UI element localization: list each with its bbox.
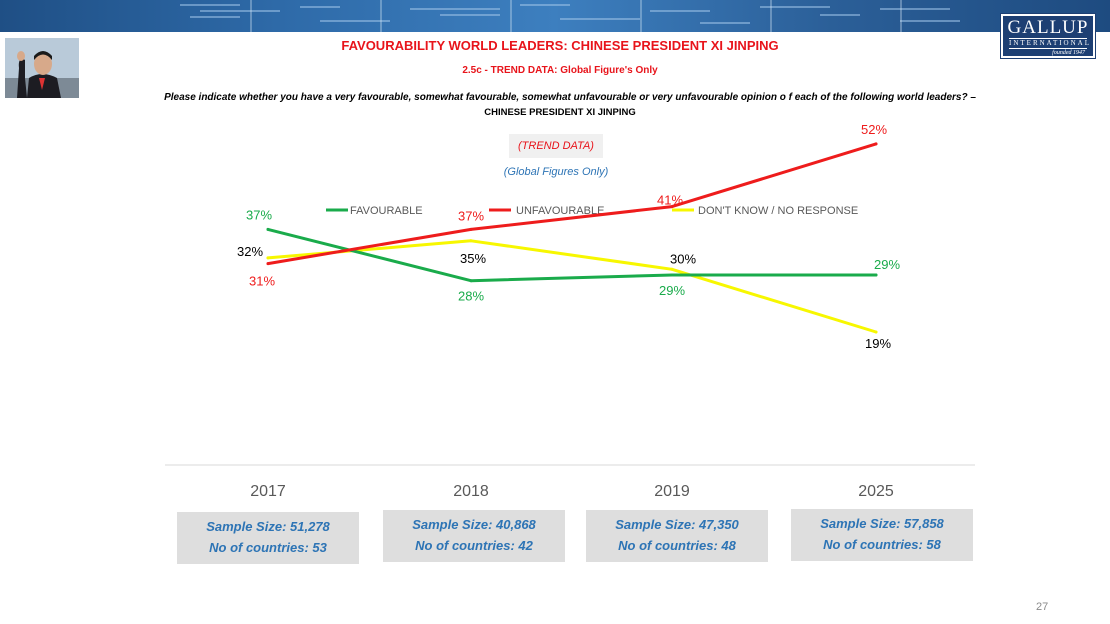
trend-data-label: (TREND DATA) bbox=[509, 134, 603, 158]
question-target: CHINESE PRESIDENT XI JINPING bbox=[484, 107, 636, 118]
series-0-point-1 bbox=[469, 279, 473, 283]
data-label-1-1: 37% bbox=[458, 208, 484, 223]
data-label-1-2: 41% bbox=[657, 193, 683, 208]
series-line-2 bbox=[266, 239, 878, 334]
page-subtitle: 2.5c - TREND DATA: Global Figure's Only bbox=[462, 65, 658, 76]
x-tick-label-2025: 2025 bbox=[858, 483, 894, 500]
page-title: FAVOURABILITY WORLD LEADERS: CHINESE PRE… bbox=[341, 38, 779, 53]
data-label-2-1: 35% bbox=[460, 251, 486, 266]
sample-box-2025: Sample Size: 57,858 No of countries: 58 bbox=[791, 509, 973, 561]
country-count-text: No of countries: 42 bbox=[415, 538, 533, 553]
data-label-0-0: 37% bbox=[246, 207, 272, 222]
global-figures-label: (Global Figures Only) bbox=[503, 166, 609, 178]
series-0-point-2 bbox=[670, 273, 674, 277]
series-2-point-2 bbox=[670, 267, 674, 271]
country-count-text: No of countries: 58 bbox=[823, 537, 941, 552]
series-0-point-3 bbox=[874, 273, 878, 277]
data-label-0-2: 29% bbox=[659, 283, 685, 298]
page-number: 27 bbox=[1036, 601, 1049, 613]
x-tick-label-2017: 2017 bbox=[250, 483, 286, 500]
sample-size-text: Sample Size: 57,858 bbox=[820, 516, 944, 531]
legend-label-1: UNFAVOURABLE bbox=[516, 205, 604, 217]
series-2-point-0 bbox=[266, 256, 270, 260]
survey-question: Please indicate whether you have a very … bbox=[164, 92, 976, 103]
series-1-point-3 bbox=[874, 142, 878, 146]
data-label-1-0: 31% bbox=[249, 274, 275, 289]
series-line-1 bbox=[266, 142, 878, 266]
data-label-2-2: 30% bbox=[670, 251, 696, 266]
data-label-1-3: 52% bbox=[861, 122, 887, 137]
portrait-photo bbox=[5, 38, 79, 98]
header-banner bbox=[0, 0, 1110, 32]
banner-texture bbox=[180, 0, 960, 32]
series-2-point-3 bbox=[874, 330, 878, 334]
data-label-0-1: 28% bbox=[458, 289, 484, 304]
country-count-text: No of countries: 53 bbox=[209, 540, 327, 555]
series-0-point-0 bbox=[266, 227, 270, 231]
x-tick-label-2019: 2019 bbox=[654, 483, 690, 500]
sample-size-text: Sample Size: 40,868 bbox=[412, 517, 536, 532]
legend-label-0: FAVOURABLE bbox=[350, 205, 423, 217]
sample-size-text: Sample Size: 51,278 bbox=[206, 519, 330, 534]
x-tick-label-2018: 2018 bbox=[453, 483, 489, 500]
data-label-2-3: 19% bbox=[865, 336, 891, 351]
logo-main-text: GALLUP bbox=[1007, 17, 1089, 38]
series-1-point-0 bbox=[266, 262, 270, 266]
sample-box-2018: Sample Size: 40,868 No of countries: 42 bbox=[383, 510, 565, 562]
gallup-logo: GALLUP INTERNATIONAL founded 1947 bbox=[1001, 14, 1095, 58]
sample-box-2017: Sample Size: 51,278 No of countries: 53 bbox=[177, 512, 359, 564]
logo-founded-text: founded 1947 bbox=[1052, 50, 1085, 56]
sample-size-text: Sample Size: 47,350 bbox=[615, 517, 739, 532]
legend-label-2: DON'T KNOW / NO RESPONSE bbox=[698, 205, 858, 217]
series-1-point-2 bbox=[670, 205, 674, 209]
portrait-photo-icon bbox=[5, 38, 79, 98]
country-count-text: No of countries: 48 bbox=[618, 538, 736, 553]
sample-box-2019: Sample Size: 47,350 No of countries: 48 bbox=[586, 510, 768, 562]
series-2-point-1 bbox=[469, 239, 473, 243]
series-1-point-1 bbox=[469, 227, 473, 231]
logo-sub-text: INTERNATIONAL bbox=[1009, 38, 1091, 49]
series-line-0 bbox=[266, 227, 878, 283]
data-label-2-0: 32% bbox=[237, 244, 263, 259]
data-label-0-3: 29% bbox=[874, 257, 900, 272]
